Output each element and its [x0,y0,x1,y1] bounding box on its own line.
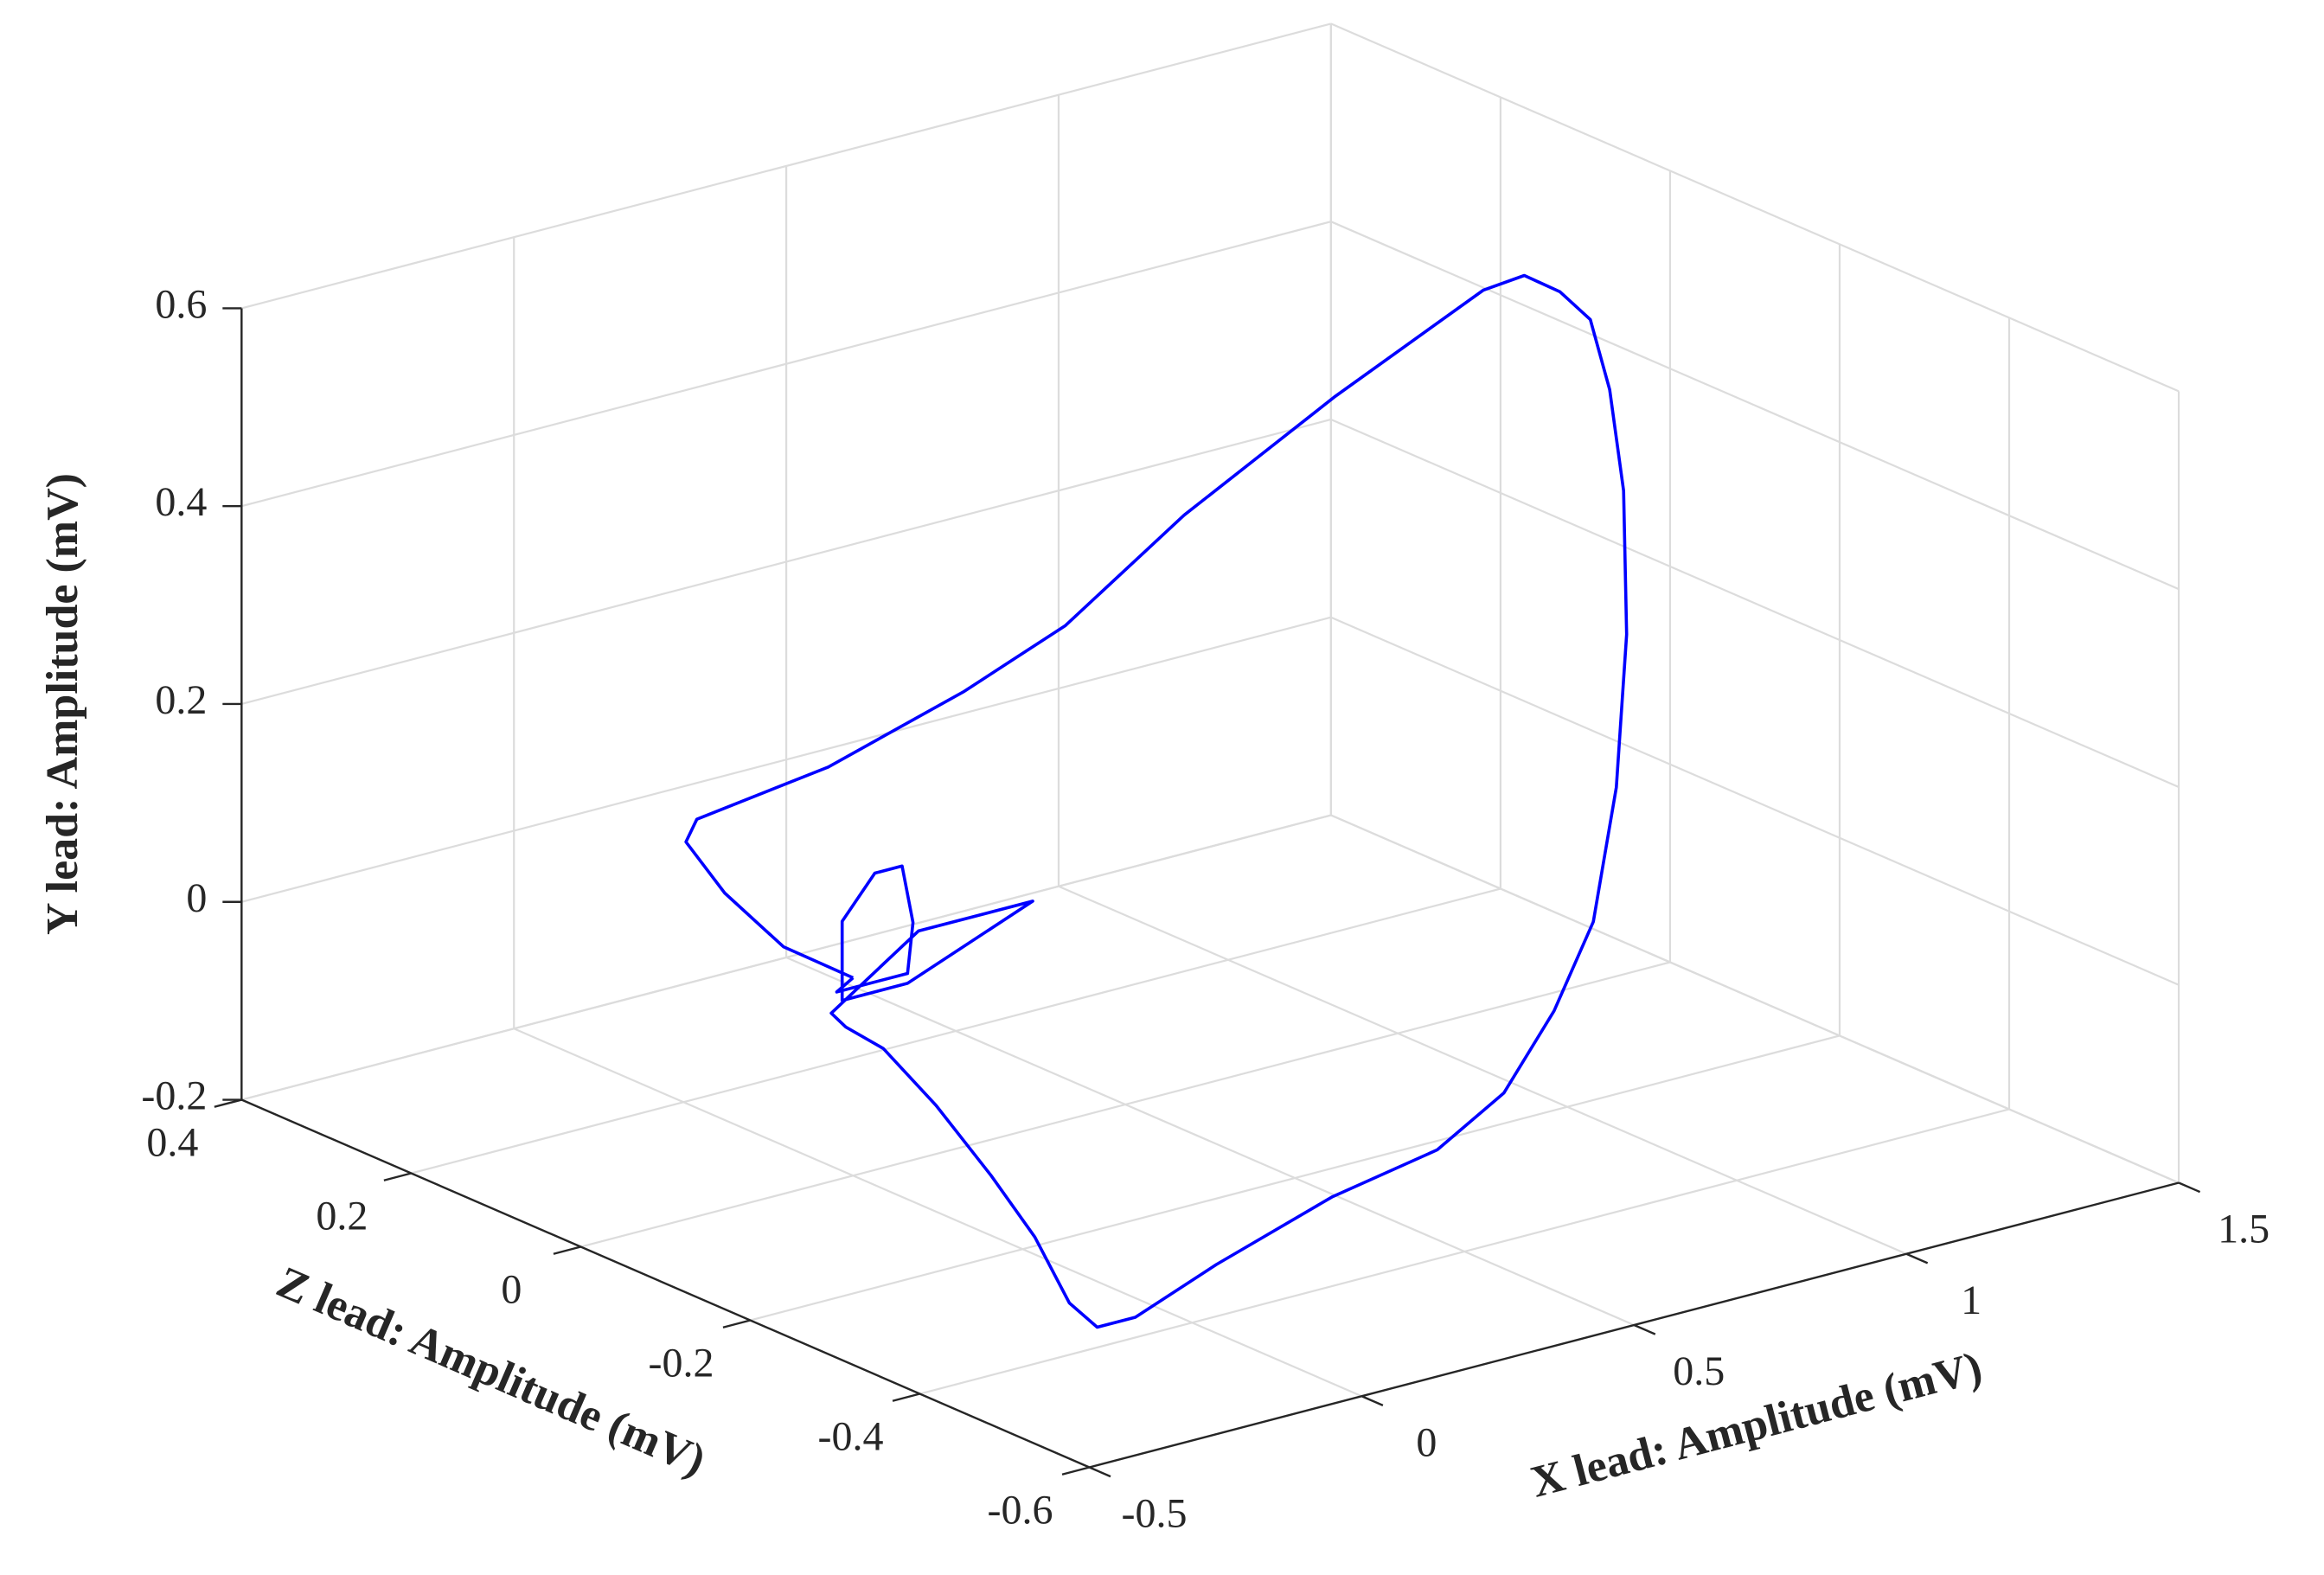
y-axis-title: Y lead: Amplitude (mV) [38,473,87,935]
grid-line [1330,221,2180,591]
grid-line [1330,814,2180,1184]
x-tick-label: 1 [1961,1277,1981,1323]
z-tick [553,1245,581,1255]
grid-line [241,418,1332,706]
z-tick [383,1172,412,1181]
grid-line [750,1034,1841,1322]
y-tick-label: 0 [186,875,207,921]
z-tick [722,1319,751,1329]
x-tick [1360,1395,1384,1406]
grid-line [580,961,1671,1248]
grid-line [1330,418,2180,788]
x-tick [1633,1323,1656,1335]
grid-line [241,616,1332,903]
grid-line [785,957,1635,1327]
z-axis-title: Z lead: Amplitude (mV) [270,1258,713,1486]
x-tick-label: 1.5 [2218,1207,2270,1252]
grid-line [411,887,1501,1175]
x-tick-label: -0.5 [1122,1491,1188,1537]
grid-line [1330,22,2180,393]
z-tick [214,1098,242,1108]
z-axis-line [240,1098,1091,1469]
grid-line [513,1028,1362,1398]
grid-line [241,814,1332,1101]
y-tick-label: 0.4 [155,479,207,525]
z-tick-label: 0.2 [316,1194,368,1239]
grid-line [919,1108,2010,1395]
x-tick-label: 0 [1416,1419,1437,1465]
grid-line [241,221,1332,508]
x-tick-label: 0.5 [1673,1348,1725,1394]
x-tick [1089,1466,1111,1478]
x-tick [1905,1252,1929,1264]
y-tick-label: 0.2 [155,677,207,723]
z-tick-label: -0.2 [648,1341,714,1386]
z-tick [1061,1466,1090,1476]
x-axis-title: X lead: Amplitude (mV) [1526,1342,1987,1507]
z-tick-label: -0.4 [817,1414,883,1460]
y-tick-label: 0.6 [155,281,207,327]
x-tick [2178,1181,2201,1194]
grid-line [1330,616,2180,986]
grid-line [1058,885,1907,1255]
z-tick [892,1393,920,1402]
grid-line [241,22,1332,310]
y-tick-label: -0.2 [141,1073,207,1119]
data-line [684,273,1629,1329]
z-tick-label: 0 [501,1267,522,1313]
z-tick-label: -0.6 [988,1488,1053,1533]
z-tick-label: 0.4 [146,1120,198,1166]
